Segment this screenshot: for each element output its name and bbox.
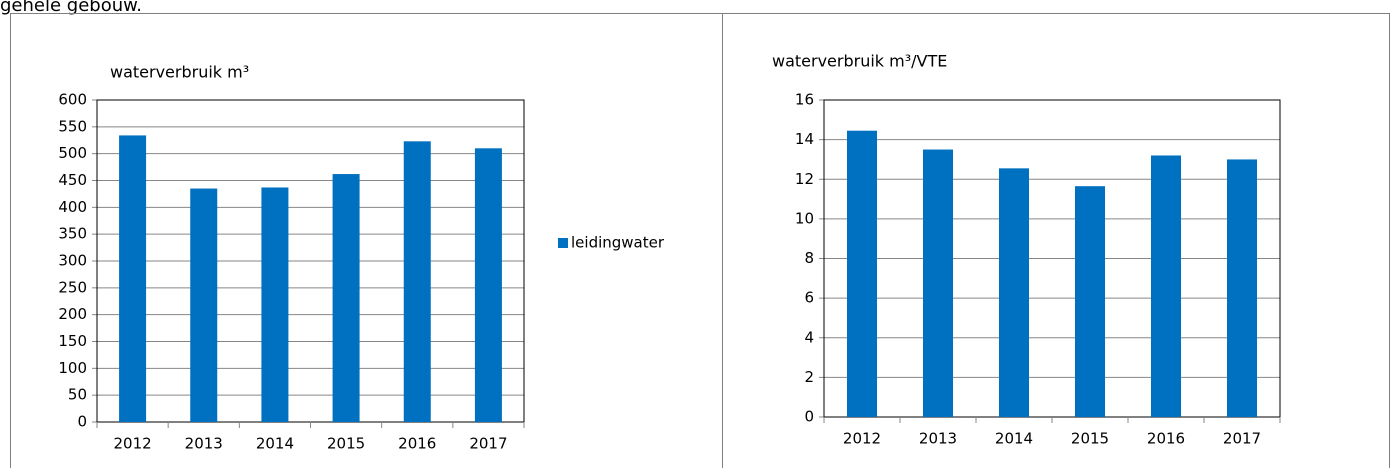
y-tick-label: 12: [795, 170, 814, 188]
y-tick-label: 500: [58, 144, 87, 162]
y-tick-label: 550: [58, 117, 87, 135]
bar: [332, 174, 360, 422]
y-tick-label: 14: [795, 130, 814, 148]
y-tick-label: 4: [804, 328, 814, 346]
x-tick-label: 2012: [113, 435, 151, 453]
table-border: [10, 13, 1390, 468]
x-tick-label: 2016: [398, 435, 436, 453]
x-tick-label: 2015: [1071, 430, 1109, 448]
bar: [190, 188, 218, 422]
y-tick-label: 350: [58, 225, 87, 243]
bar: [1075, 186, 1105, 417]
y-tick-label: 0: [804, 408, 814, 426]
y-tick-label: 450: [58, 171, 87, 189]
x-tick-label: 2013: [185, 435, 223, 453]
y-tick-label: 16: [795, 91, 814, 109]
y-tick-label: 10: [795, 209, 814, 227]
x-tick-label: 2012: [843, 430, 881, 448]
bar: [474, 148, 502, 423]
legend-swatch: [558, 238, 568, 248]
x-tick-label: 2015: [327, 435, 365, 453]
x-tick-label: 2017: [1223, 430, 1261, 448]
bar: [923, 149, 953, 417]
body-text: gehele gebouw.: [0, 0, 142, 16]
y-tick-label: 400: [58, 198, 87, 216]
bar: [847, 130, 877, 417]
bar: [403, 141, 431, 422]
bar: [1151, 155, 1181, 417]
y-tick-label: 600: [58, 91, 87, 109]
chart-title: waterverbruik m³/VTE: [772, 52, 947, 71]
y-tick-label: 8: [804, 249, 814, 267]
y-tick-label: 250: [58, 278, 87, 296]
y-tick-label: 2: [804, 368, 814, 386]
bar: [119, 135, 147, 423]
x-tick-label: 2017: [469, 435, 507, 453]
x-tick-label: 2014: [256, 435, 294, 453]
y-tick-label: 0: [77, 413, 87, 431]
bar: [999, 168, 1029, 417]
y-tick-label: 200: [58, 305, 87, 323]
chart-title: waterverbruik m³: [110, 63, 249, 82]
y-tick-label: 150: [58, 332, 87, 350]
legend-label: leidingwater: [571, 234, 665, 252]
x-tick-label: 2014: [995, 430, 1033, 448]
y-tick-label: 100: [58, 359, 87, 377]
y-tick-label: 50: [68, 386, 87, 404]
bar: [261, 187, 289, 422]
bar: [1227, 159, 1257, 417]
y-tick-label: 6: [804, 289, 814, 307]
y-tick-label: 300: [58, 252, 87, 270]
x-tick-label: 2016: [1147, 430, 1185, 448]
x-tick-label: 2013: [919, 430, 957, 448]
